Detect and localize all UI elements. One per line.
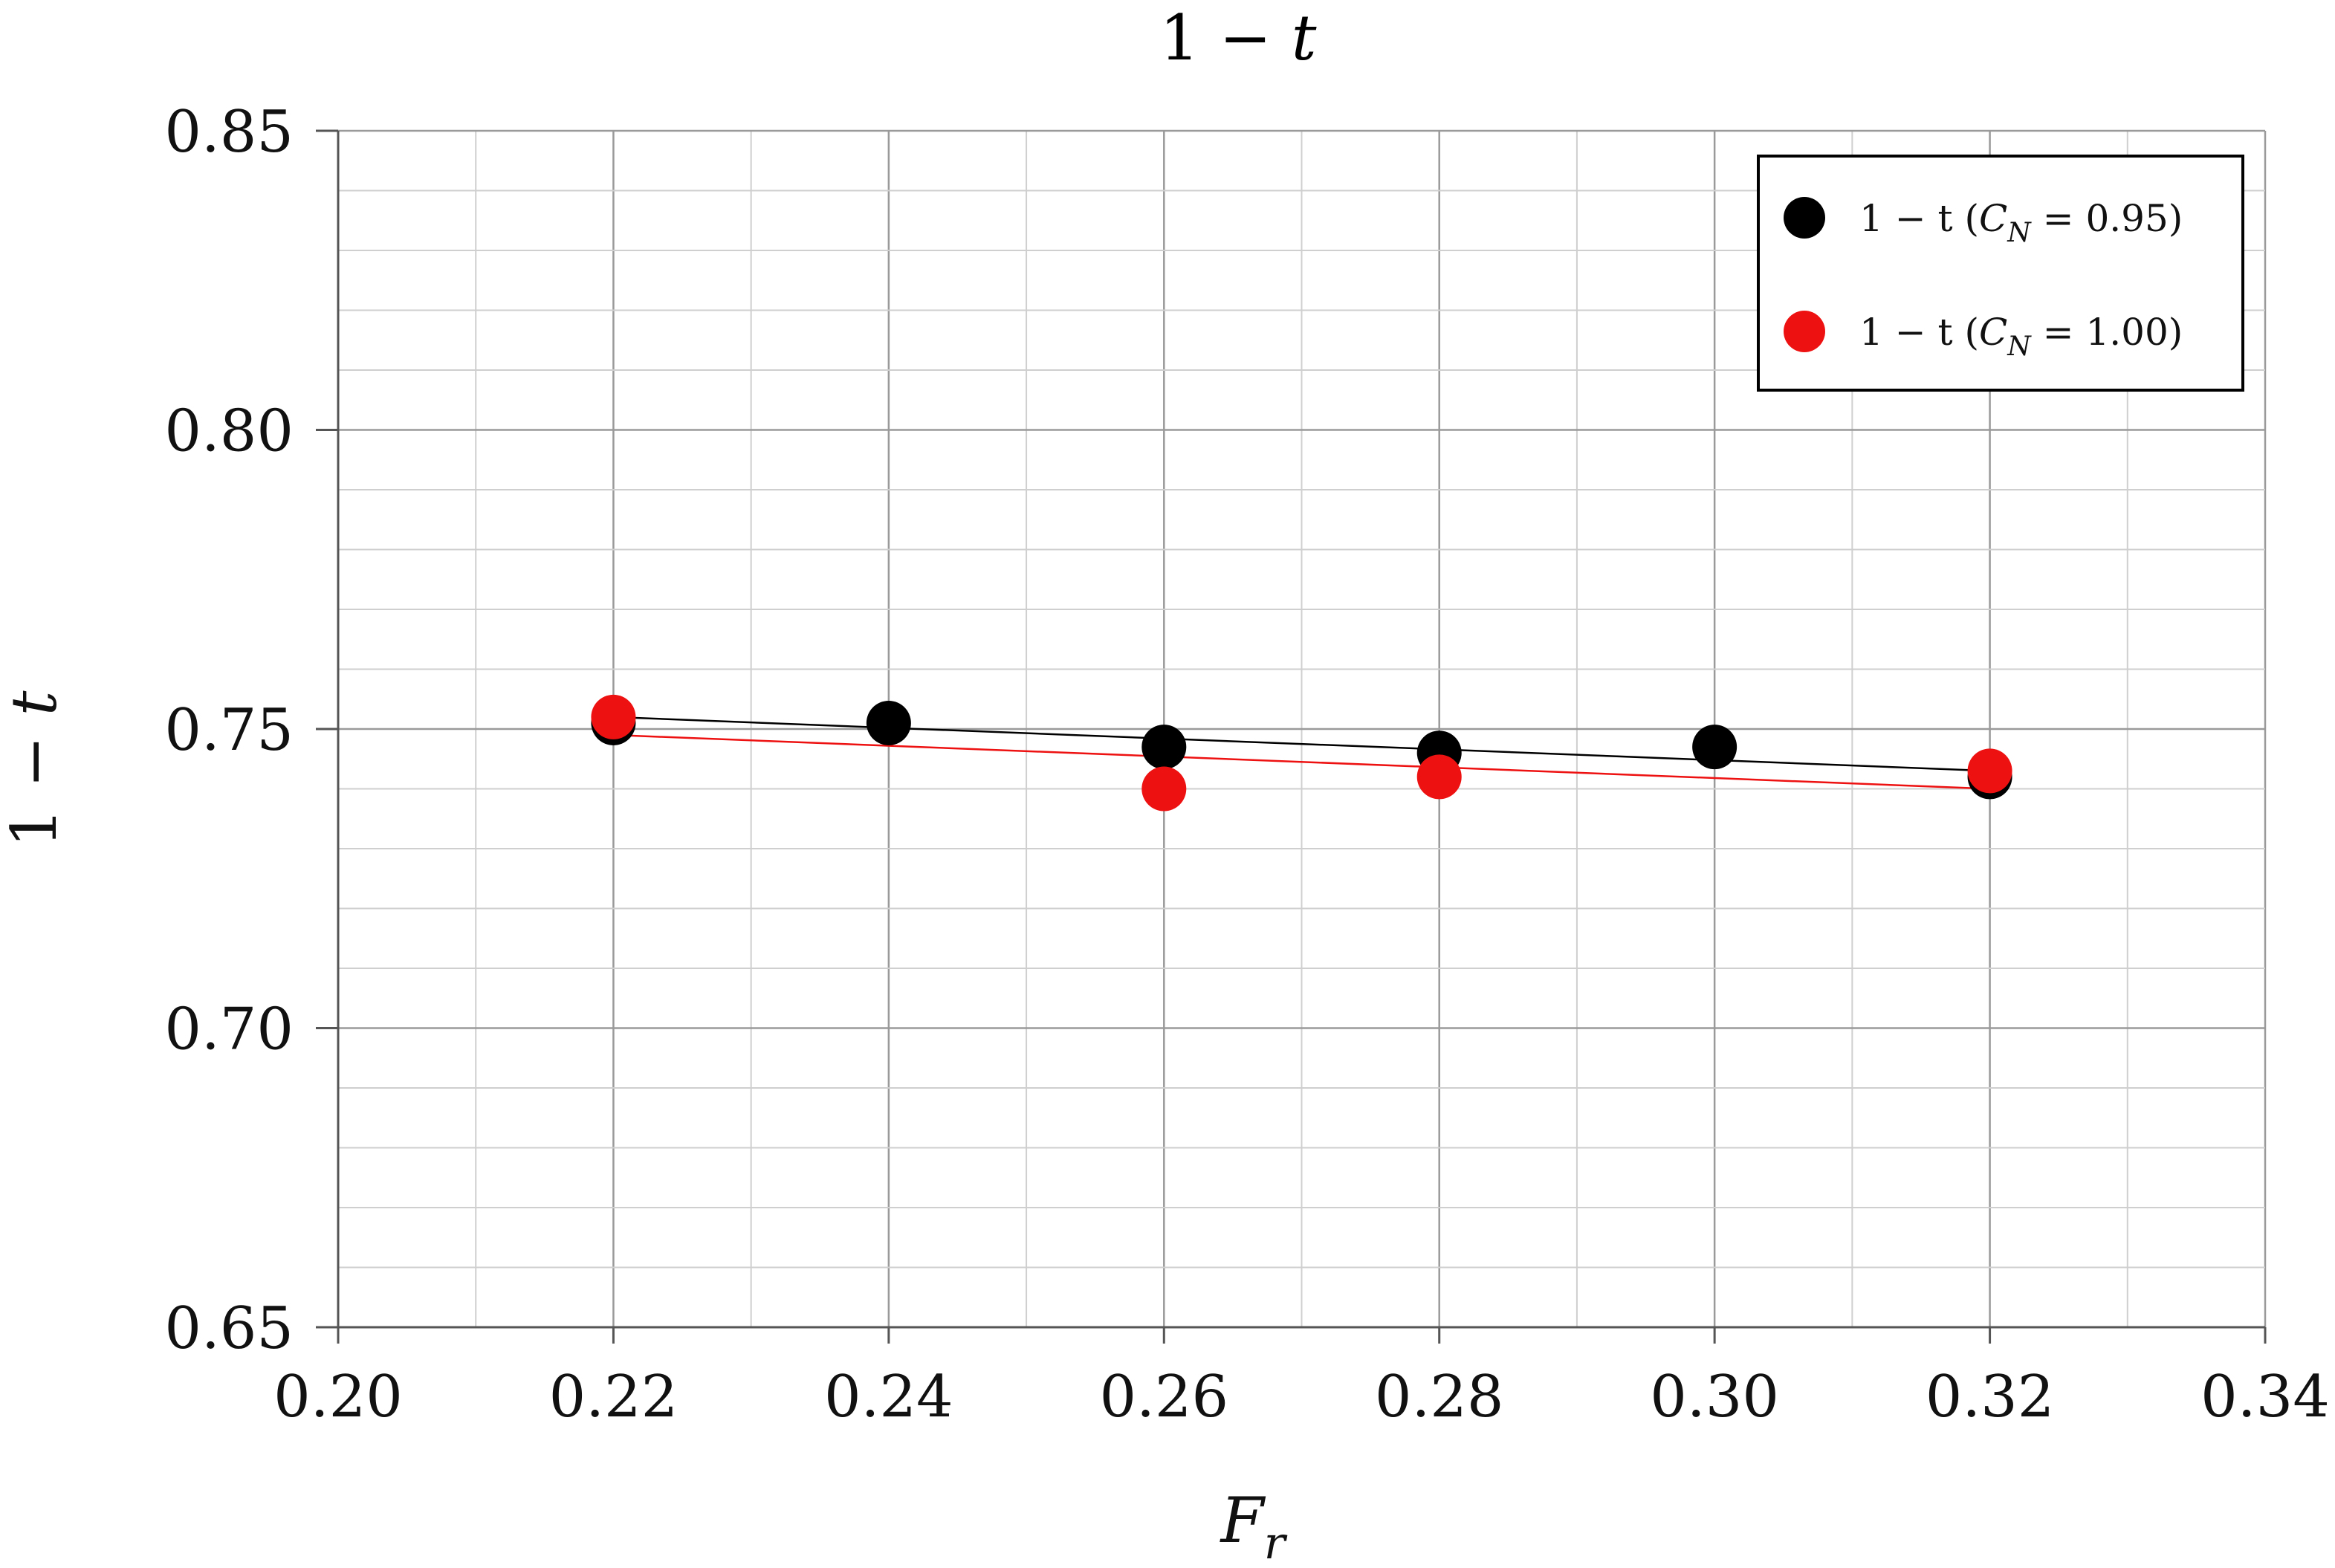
x-tick-label: 0.26	[1099, 1364, 1228, 1431]
data-point-series-1	[1141, 766, 1187, 811]
data-point-series-1	[1967, 748, 2012, 794]
y-tick-label: 0.65	[164, 1295, 294, 1362]
trendlines	[613, 716, 1990, 790]
y-tick-label: 0.80	[164, 398, 294, 465]
data-point-series-1	[591, 694, 636, 739]
x-tick-label: 0.34	[2200, 1364, 2330, 1431]
x-tick-labels: 0.20 0.22 0.24 0.26 0.28 0.30 0.32 0.34	[273, 1364, 2330, 1431]
data-point-series-1	[1416, 754, 1462, 800]
y-tick-label: 0.75	[164, 697, 294, 764]
data-point-series-0	[866, 700, 911, 745]
legend-label-cn-095: 1 − t (CN = 0.95)	[1859, 197, 2183, 248]
chart-title: 1 − t	[1160, 1, 1317, 74]
data-points	[591, 694, 2012, 811]
y-tick-label: 0.70	[164, 997, 294, 1063]
y-tick-labels: 0.65 0.70 0.75 0.80 0.85	[164, 99, 294, 1362]
trendline-series-0	[613, 716, 1990, 772]
x-tick-label: 0.24	[824, 1364, 953, 1431]
legend-marker-cn-100	[1784, 311, 1825, 352]
x-axis-label: Fr	[1220, 1484, 1288, 1568]
data-point-series-0	[1141, 725, 1187, 770]
legend: 1 − t (CN = 0.95) 1 − t (CN = 1.00)	[1757, 155, 2244, 392]
trendline-series-1	[613, 733, 1990, 790]
legend-marker-cn-095	[1784, 197, 1825, 239]
legend-box	[1757, 155, 2244, 392]
data-point-series-0	[1692, 725, 1738, 770]
x-tick-label: 0.28	[1375, 1364, 1504, 1431]
legend-label-cn-100: 1 − t (CN = 1.00)	[1859, 311, 2183, 362]
x-tick-label: 0.32	[1926, 1364, 2055, 1431]
y-tick-label: 0.85	[164, 99, 294, 166]
y-axis-label: 1 − t	[0, 690, 71, 847]
x-tick-label: 0.30	[1650, 1364, 1779, 1431]
axes	[316, 129, 2267, 1344]
x-tick-label: 0.22	[549, 1364, 679, 1431]
x-tick-label: 0.20	[273, 1364, 403, 1431]
